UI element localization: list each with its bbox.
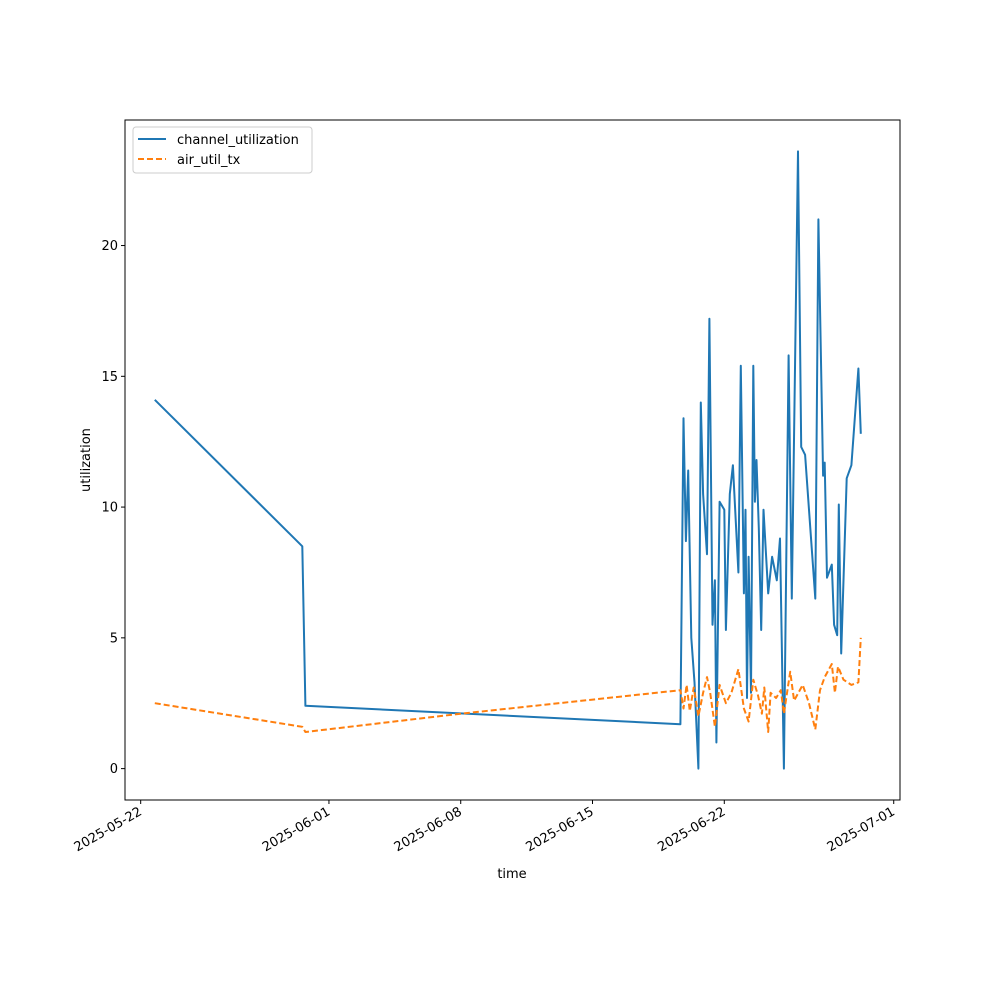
y-tick-label: 20 (101, 239, 118, 254)
y-tick-label: 15 (101, 370, 118, 385)
y-axis-label: utilization (79, 428, 94, 492)
legend-label-channel-utilization: channel_utilization (177, 133, 299, 148)
series-line-channel-utilization (154, 150, 862, 770)
legend-box (132, 126, 313, 174)
legend-label-air-util-tx: air_util_tx (177, 153, 241, 168)
y-tick-label: 0 (110, 762, 118, 777)
plot-area-frame (124, 119, 901, 801)
x-axis-label: time (497, 867, 526, 882)
series-line-air-util-tx (154, 637, 862, 733)
y-tick-label: 5 (110, 631, 118, 646)
y-tick-label: 10 (101, 501, 118, 516)
legend: channel_utilization air_util_tx (132, 126, 313, 174)
